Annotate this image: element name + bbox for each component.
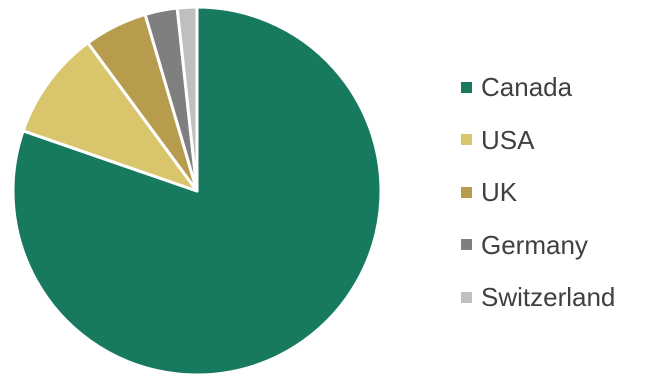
legend-label-canada: Canada: [481, 72, 573, 103]
legend-swatch-germany: [461, 239, 472, 251]
legend-label-germany: Germany: [481, 229, 588, 260]
legend-item-canada: Canada: [461, 61, 615, 114]
legend-item-switzerland: Switzerland: [461, 271, 615, 324]
legend-swatch-switzerland: [461, 291, 472, 303]
pie-slice-switzerland: [175, 5, 199, 193]
legend-swatch-usa: [461, 134, 472, 146]
legend-swatch-canada: [461, 81, 472, 93]
legend-label-uk: UK: [481, 177, 518, 208]
chart-legend: Canada USA UK Germany Switzerland: [461, 61, 615, 324]
legend-label-switzerland: Switzerland: [481, 282, 616, 313]
legend-label-usa: USA: [481, 124, 535, 155]
legend-item-usa: USA: [461, 114, 615, 167]
legend-item-uk: UK: [461, 166, 615, 219]
legend-swatch-uk: [461, 186, 472, 198]
pie-slice-usa: [21, 41, 199, 193]
legend-item-germany: Germany: [461, 219, 615, 272]
